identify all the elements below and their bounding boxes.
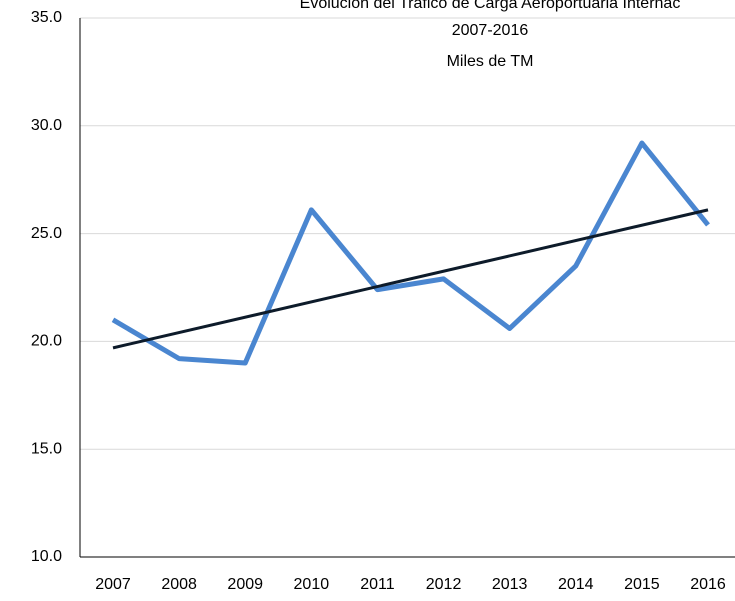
data-line [111,140,710,366]
x-tick-label: 2016 [690,576,726,593]
x-tick-label: 2008 [161,576,197,593]
x-tick-label: 2013 [492,576,528,593]
chart-title: Evolución del Tráfico de Carga Aeroportu… [300,0,681,12]
y-tick-label: 20.0 [31,333,62,350]
chart-subtitle: 2007-2016 [452,22,529,39]
y-tick-label: 25.0 [31,225,62,242]
trendline [112,208,709,350]
y-tick-label: 30.0 [31,117,62,134]
x-tick-label: 2014 [558,576,594,593]
x-tick-label: 2009 [227,576,263,593]
y-tick-label: 15.0 [31,440,62,457]
y-tick-label: 10.0 [31,548,62,565]
y-tick-label: 35.0 [31,9,62,26]
x-tick-label: 2011 [360,576,395,593]
x-tick-label: 2015 [624,576,660,593]
x-tick-label: 2007 [95,576,131,593]
x-tick-label: 2010 [294,576,330,593]
x-tick-label: 2012 [426,576,462,593]
chart-subtitle: Miles de TM [447,53,534,70]
